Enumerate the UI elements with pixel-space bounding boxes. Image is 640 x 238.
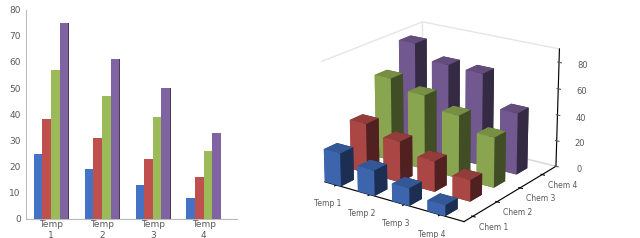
Bar <box>144 159 153 219</box>
Bar <box>84 169 93 219</box>
Bar <box>204 151 212 219</box>
Bar <box>110 96 111 219</box>
Bar <box>161 88 170 219</box>
Legend: Chem 1, Chem 2, Chem 3, Chem 4: Chem 1, Chem 2, Chem 3, Chem 4 <box>372 14 436 78</box>
Bar <box>42 119 51 219</box>
Bar <box>102 96 111 219</box>
Bar <box>118 59 120 219</box>
Bar <box>34 154 42 219</box>
Bar <box>143 185 145 219</box>
Bar <box>93 138 102 219</box>
Bar <box>42 154 43 219</box>
Bar <box>195 177 204 219</box>
Bar <box>59 70 60 219</box>
Bar <box>136 185 144 219</box>
Bar <box>203 177 204 219</box>
Bar <box>220 133 221 219</box>
Bar <box>51 70 60 219</box>
Bar <box>161 117 162 219</box>
Bar <box>152 159 153 219</box>
Bar <box>111 59 119 219</box>
Bar <box>101 138 102 219</box>
Bar <box>212 133 221 219</box>
Bar <box>186 198 195 219</box>
Bar <box>60 23 68 219</box>
Bar <box>153 117 161 219</box>
